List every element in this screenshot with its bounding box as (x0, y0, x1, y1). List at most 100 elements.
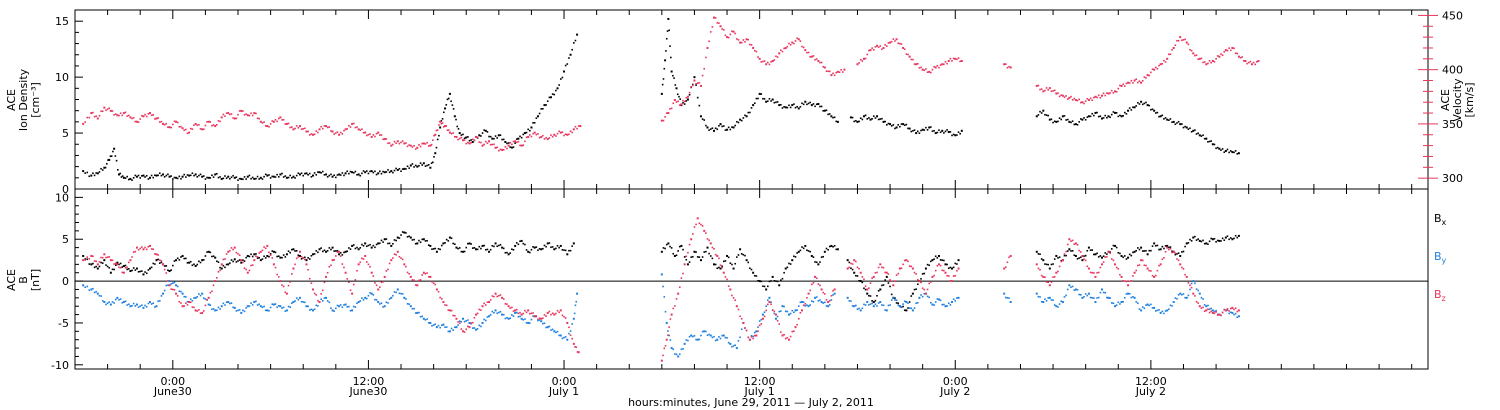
data-point (1042, 259, 1045, 262)
data-point (814, 275, 817, 278)
data-point (448, 236, 451, 239)
data-point (480, 141, 482, 144)
data-point (1208, 240, 1211, 243)
data-point (576, 127, 578, 130)
data-point (440, 122, 443, 125)
data-point (887, 273, 890, 275)
data-point (739, 336, 741, 339)
data-point (1137, 101, 1139, 104)
data-point (426, 164, 428, 167)
data-point (167, 284, 169, 286)
data-point (1169, 247, 1172, 250)
data-point (574, 125, 577, 128)
data-point (788, 262, 790, 265)
data-point (478, 134, 481, 137)
data-point (116, 296, 119, 299)
data-point (1205, 63, 1208, 66)
data-point (121, 271, 124, 274)
data-point (750, 44, 753, 46)
data-point (431, 325, 433, 327)
data-point (295, 257, 298, 260)
data-point (855, 260, 857, 263)
data-point (1044, 298, 1046, 300)
data-point (291, 126, 293, 128)
data-point (443, 125, 445, 128)
magnetic-field-axis-label: ACEB[nT] (5, 269, 42, 291)
data-point (1169, 118, 1172, 120)
data-point (835, 248, 838, 251)
data-point (1187, 282, 1190, 284)
data-point (167, 280, 169, 282)
data-point (1236, 310, 1239, 313)
data-point (291, 248, 293, 251)
data-point (199, 312, 202, 314)
data-point (101, 262, 104, 264)
data-point (714, 263, 717, 266)
data-point (292, 301, 295, 304)
data-point (96, 263, 99, 266)
data-point (354, 170, 357, 173)
data-point (571, 48, 573, 51)
data-point (1200, 57, 1203, 60)
data-point (359, 174, 362, 177)
data-point (947, 275, 950, 277)
data-point (569, 53, 572, 56)
data-point (139, 270, 142, 273)
data-point (447, 309, 450, 311)
data-point (797, 317, 800, 320)
data-point (537, 133, 539, 135)
data-point (572, 317, 575, 320)
data-point (320, 293, 322, 295)
data-point (812, 256, 815, 258)
data-point (1132, 275, 1134, 277)
data-point (727, 341, 730, 344)
data-point (683, 342, 686, 345)
data-point (924, 292, 927, 295)
data-point (194, 173, 197, 176)
data-point (1099, 96, 1102, 99)
data-point (1035, 115, 1038, 118)
data-point (333, 174, 335, 177)
data-point (263, 121, 265, 123)
data-point (1035, 292, 1038, 295)
data-point (1003, 267, 1006, 270)
data-point (509, 317, 512, 320)
data-point (512, 249, 515, 251)
data-point (690, 256, 692, 258)
data-point (323, 297, 326, 299)
data-point (809, 101, 811, 104)
data-point (665, 321, 668, 324)
data-point (248, 255, 251, 258)
data-point (806, 304, 808, 306)
data-point (742, 117, 745, 119)
data-point (732, 345, 735, 347)
data-point (380, 281, 383, 284)
data-point (1200, 240, 1203, 243)
data-point (1190, 282, 1193, 285)
data-point (796, 309, 798, 311)
data-point (418, 311, 420, 314)
data-point (1114, 244, 1117, 247)
data-point (458, 132, 461, 135)
data-point (915, 132, 918, 135)
data-point (502, 148, 505, 151)
data-point (1065, 119, 1067, 121)
data-point (858, 62, 860, 64)
data-point (154, 306, 156, 308)
data-point (470, 322, 472, 324)
data-point (830, 299, 833, 301)
data-point (365, 245, 368, 248)
data-point (954, 57, 957, 60)
data-point (789, 263, 792, 265)
data-point (546, 311, 549, 314)
data-point (830, 294, 833, 297)
data-point (1174, 123, 1177, 126)
data-point (455, 118, 457, 121)
data-point (748, 338, 751, 341)
data-point (713, 247, 715, 250)
data-point (1057, 270, 1059, 273)
data-point (693, 250, 696, 253)
data-point (660, 273, 663, 276)
data-point (848, 300, 851, 302)
